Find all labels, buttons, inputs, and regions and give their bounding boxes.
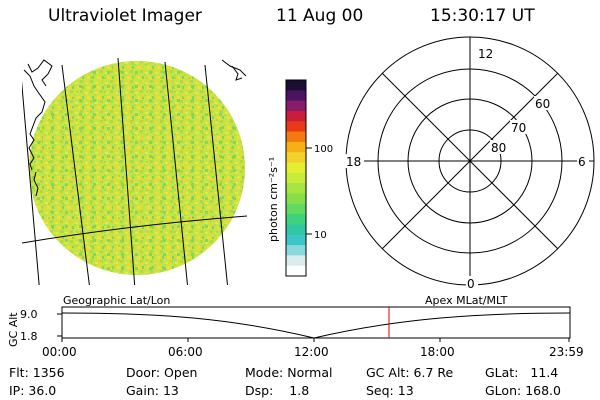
colorbar-cell xyxy=(286,203,306,215)
graticule-lines xyxy=(22,57,247,285)
colorbar: 100 10 photon cm⁻²s⁻¹ xyxy=(267,79,333,277)
time-label: 15:30:17 UT xyxy=(430,6,535,26)
colorbar-cell xyxy=(286,80,306,91)
colorbar-cell xyxy=(286,110,306,122)
info-gc-alt: GC Alt: 6.7 Re xyxy=(366,365,454,380)
x-tick-1200: 12:00 xyxy=(294,345,329,359)
date-label: 11 Aug 00 xyxy=(276,6,364,26)
x-tick-0000: 00:00 xyxy=(42,345,77,359)
y-tick-1-8: 1.8 xyxy=(20,330,38,343)
orbit-timeline: Geographic Lat/Lon Apex MLat/MLT 9.0 1.8… xyxy=(7,294,584,359)
colorbar-unit-label: photon cm⁻²s⁻¹ xyxy=(267,157,280,242)
colorbar-cell xyxy=(286,234,306,246)
colorbar-cell xyxy=(286,193,306,205)
lat-label-60: 60 xyxy=(535,97,550,111)
mlt-label-6: 6 xyxy=(578,155,586,169)
coastline xyxy=(23,59,247,197)
colorbar-cell xyxy=(286,255,306,267)
info-gain: Gain: 13 xyxy=(126,383,179,398)
colorbar-cell xyxy=(286,214,306,225)
info-flt: Flt: 1356 xyxy=(9,365,65,380)
colorbar-cell xyxy=(286,100,306,112)
polar-plot xyxy=(345,36,595,286)
colorbar-cell xyxy=(286,162,306,174)
y-axis-label: GC Alt xyxy=(7,312,20,347)
info-mode: Mode: Normal xyxy=(245,365,333,380)
lat-label-80: 80 xyxy=(491,141,506,155)
info-ip: IP: 36.0 xyxy=(9,383,57,398)
mlt-label-12: 12 xyxy=(478,47,493,61)
y-tick-9: 9.0 xyxy=(20,308,38,321)
info-glon: GLon: 168.0 xyxy=(485,383,561,398)
colorbar-tick-100: 100 xyxy=(314,144,333,155)
lat-label-70: 70 xyxy=(511,121,526,135)
info-door: Door: Open xyxy=(126,365,198,380)
instrument-title: Ultraviolet Imager xyxy=(48,6,202,26)
colorbar-cell xyxy=(286,121,306,133)
colorbar-cell xyxy=(286,265,306,277)
mlt-label-0: 0 xyxy=(467,277,475,291)
colorbar-cell xyxy=(286,183,306,194)
colorbar-cell xyxy=(286,152,306,164)
x-tick-2359: 23:59 xyxy=(549,345,584,359)
apex-coord-label: Apex MLat/MLT xyxy=(425,294,508,307)
earth-image xyxy=(22,57,247,285)
x-tick-0600: 06:00 xyxy=(168,345,203,359)
info-seq: Seq: 13 xyxy=(366,383,414,398)
x-tick-1800: 18:00 xyxy=(420,345,455,359)
colorbar-cell xyxy=(286,245,306,256)
colorbar-cell xyxy=(286,141,306,153)
mlt-label-18: 18 xyxy=(346,155,361,169)
colorbar-tick-10: 10 xyxy=(314,230,327,241)
colorbar-cell xyxy=(286,172,306,184)
geo-coord-label: Geographic Lat/Lon xyxy=(63,294,170,307)
colorbar-cell xyxy=(286,90,306,102)
colorbar-cell xyxy=(286,224,306,236)
altitude-curve xyxy=(61,312,571,339)
colorbar-cell xyxy=(286,131,306,143)
info-glat: GLat: 11.4 xyxy=(485,365,559,380)
info-dsp: Dsp: 1.8 xyxy=(245,383,310,398)
